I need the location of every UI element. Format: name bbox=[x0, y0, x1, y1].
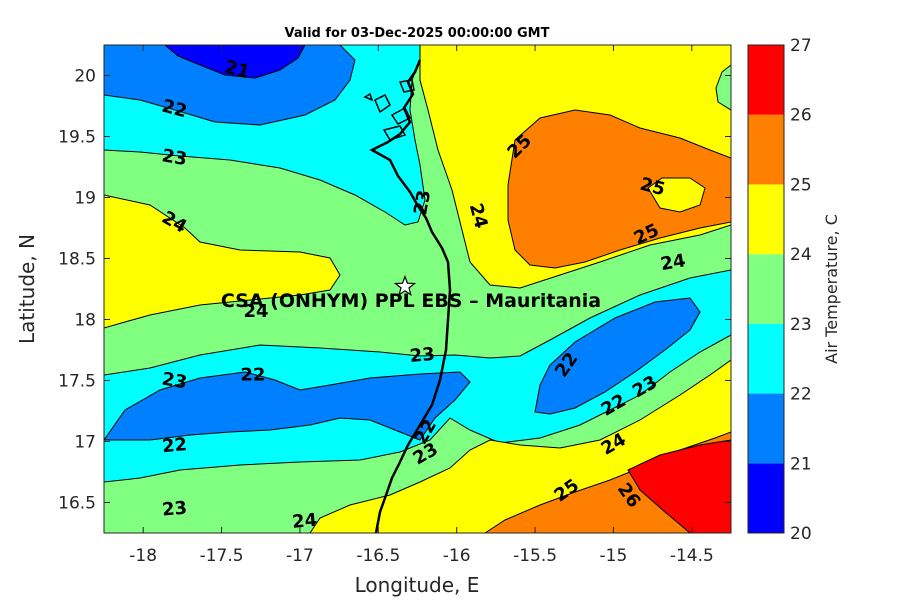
x-tick-label: -14.5 bbox=[670, 546, 714, 566]
band-24-25-island bbox=[647, 177, 706, 213]
colorbar-swatch bbox=[748, 114, 784, 185]
y-tick-label: 19 bbox=[74, 189, 96, 209]
colorbar-label: Air Temperature, C bbox=[822, 214, 841, 364]
band-24-25-west bbox=[104, 194, 341, 329]
y-tick-label: 17.5 bbox=[58, 372, 96, 392]
colorbar-swatch bbox=[748, 323, 784, 394]
colorbar-swatch bbox=[748, 254, 784, 324]
band-23-24-ne bbox=[715, 64, 731, 111]
band-21-22-east bbox=[534, 297, 701, 415]
y-tick-label: 17 bbox=[74, 433, 96, 453]
site-label: CSA (ONHYM) PPL EBS – Mauritania bbox=[221, 290, 601, 312]
colorbar bbox=[748, 45, 784, 533]
colorbar-tick-label: 23 bbox=[790, 315, 812, 335]
colorbar-tick-label: 24 bbox=[790, 245, 812, 265]
contour-label: 23 bbox=[161, 498, 188, 521]
colorbar-frame bbox=[747, 44, 785, 534]
contour-label: 22 bbox=[161, 434, 188, 457]
colorbar-tick-label: 20 bbox=[790, 524, 812, 544]
colorbar-tick-label: 25 bbox=[790, 175, 812, 195]
contour-label: 23 bbox=[409, 344, 436, 367]
band-20-21-top bbox=[164, 45, 306, 79]
y-axis-label: Latitude, N bbox=[15, 234, 39, 344]
coastline bbox=[369, 59, 452, 533]
band-21-22-south bbox=[104, 371, 471, 441]
x-tick-label: -15 bbox=[600, 546, 628, 566]
band-25-26-east bbox=[507, 109, 731, 269]
colorbar-swatch bbox=[748, 184, 784, 255]
band-21-22-north bbox=[104, 45, 356, 126]
contour-label: 22 bbox=[240, 364, 265, 385]
y-tick-label: 16.5 bbox=[58, 494, 96, 514]
coastal-islands bbox=[363, 79, 415, 141]
colorbar-swatch bbox=[748, 45, 784, 115]
x-axis-ticks: -18 -17.5 -17 -16.5 -16 -15.5 -15 -14.5 bbox=[129, 45, 714, 566]
colorbar-tick-label: 21 bbox=[790, 454, 812, 474]
y-tick-label: 20 bbox=[74, 67, 96, 87]
colorbar-tick-label: 22 bbox=[790, 385, 812, 405]
y-tick-label: 18 bbox=[74, 311, 96, 331]
y-tick-label: 18.5 bbox=[58, 250, 96, 270]
colorbar-ticks: 20 21 22 23 24 25 26 27 bbox=[790, 36, 812, 544]
x-tick-label: -15.5 bbox=[513, 546, 557, 566]
y-tick-label: 19.5 bbox=[58, 128, 96, 148]
x-tick-label: -16.5 bbox=[356, 546, 400, 566]
star-icon bbox=[393, 274, 417, 297]
contour-label: 24 bbox=[244, 301, 269, 322]
colorbar-tick-label: 27 bbox=[790, 36, 812, 56]
x-tick-label: -16 bbox=[443, 546, 471, 566]
x-tick-label: -18 bbox=[129, 546, 157, 566]
map-frame bbox=[103, 44, 732, 534]
x-tick-label: -17.5 bbox=[200, 546, 244, 566]
contour-label: 23 bbox=[410, 188, 435, 216]
band-26-27-south bbox=[627, 439, 731, 533]
contour-label: 23 bbox=[160, 368, 188, 393]
colorbar-tick-label: 26 bbox=[790, 106, 812, 126]
contour-label: 23 bbox=[160, 145, 188, 170]
x-tick-label: -17 bbox=[286, 546, 314, 566]
colorbar-swatch bbox=[748, 463, 784, 533]
y-axis-ticks: 16.5 17 17.5 18 18.5 19 19.5 20 bbox=[58, 67, 731, 514]
contour-label: 24 bbox=[659, 250, 687, 275]
x-axis-label: Longitude, E bbox=[355, 573, 480, 597]
map-title: Valid for 03-Dec-2025 00:00:00 GMT bbox=[285, 26, 550, 41]
colorbar-swatch bbox=[748, 393, 784, 464]
contour-label: 24 bbox=[291, 510, 318, 533]
